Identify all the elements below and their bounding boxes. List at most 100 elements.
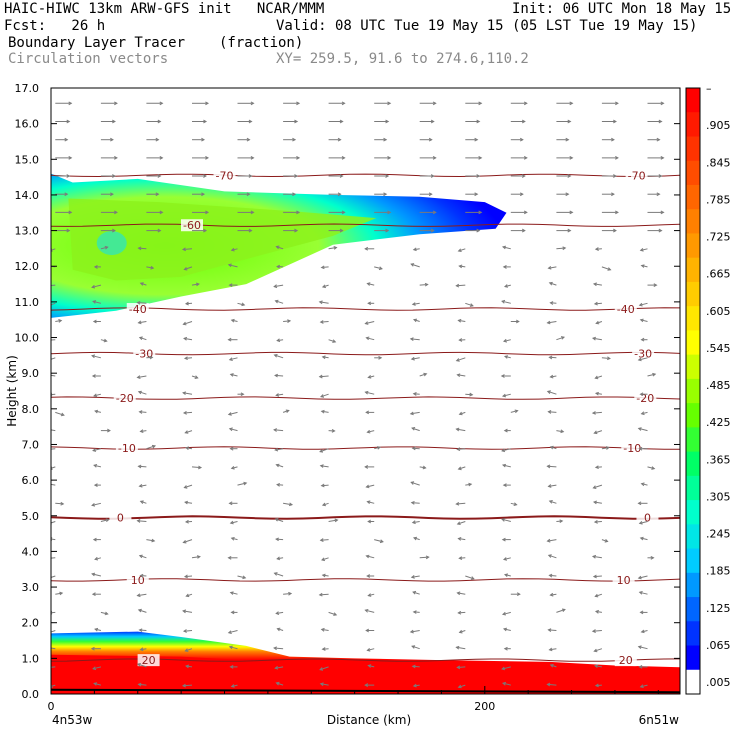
circulation-vector-head xyxy=(640,629,645,634)
circulation-vector xyxy=(601,266,611,271)
colorbar-swatch xyxy=(686,645,700,671)
circulation-vector-head xyxy=(410,356,415,361)
circulation-vector xyxy=(283,502,293,506)
circulation-vector-head xyxy=(331,428,336,433)
colorbar-swatch xyxy=(686,136,700,162)
circulation-vector-head xyxy=(333,612,338,616)
circulation-vector xyxy=(457,521,466,525)
circulation-vector xyxy=(328,339,336,343)
circulation-vector-head xyxy=(592,282,597,287)
circulation-vector-head xyxy=(549,445,554,450)
circulation-vector-head xyxy=(321,284,326,289)
circulation-vector xyxy=(639,591,648,595)
circulation-vector-head xyxy=(501,681,507,686)
circulation-vector xyxy=(276,464,284,468)
circulation-vector-head xyxy=(321,647,326,651)
circulation-vector-head xyxy=(92,300,97,304)
circulation-vector-head xyxy=(157,174,162,178)
isotherm-label-bg xyxy=(632,347,655,360)
circulation-vector xyxy=(91,284,102,288)
circulation-vector xyxy=(185,648,193,652)
circulation-vector-head xyxy=(339,119,344,124)
circulation-vector-head xyxy=(514,409,519,414)
isotherm-label-bg xyxy=(213,169,236,182)
circulation-vector-head xyxy=(411,664,416,669)
colorbar-label: .245 xyxy=(706,528,731,541)
circulation-vector xyxy=(137,302,147,304)
circulation-vector-head xyxy=(548,647,553,652)
circulation-vector-head xyxy=(294,119,299,124)
circulation-vector-head xyxy=(182,410,187,415)
circulation-vector-head xyxy=(521,228,526,233)
colorbar-label: .845 xyxy=(706,156,731,169)
circulation-vector-head xyxy=(658,228,663,233)
circulation-vector-head xyxy=(432,155,437,160)
header-forecast-hour: Fcst: 26 h xyxy=(4,18,106,34)
circulation-vector xyxy=(502,464,511,468)
circulation-vector-head xyxy=(201,192,206,197)
circulation-vector-head xyxy=(66,119,71,124)
circulation-vector xyxy=(51,374,56,377)
circulation-vector xyxy=(51,393,56,396)
circulation-vector xyxy=(276,682,284,686)
circulation-vector-head xyxy=(318,592,323,597)
circulation-vector-head xyxy=(615,101,619,106)
circulation-vector xyxy=(458,684,466,688)
circulation-vector-head xyxy=(182,609,187,614)
circulation-vector-head xyxy=(411,427,416,431)
circulation-vector-head xyxy=(478,210,483,215)
circulation-vector xyxy=(502,393,511,397)
circulation-vector xyxy=(457,448,466,450)
circulation-vector-head xyxy=(318,300,323,305)
circulation-vector-head xyxy=(412,392,417,396)
colorbar-label: .305 xyxy=(706,490,731,503)
circulation-vector xyxy=(503,628,511,631)
circulation-vector xyxy=(319,666,329,671)
circulation-vector-head xyxy=(501,537,506,542)
circulation-vector-head xyxy=(500,374,505,378)
circulation-vector-head xyxy=(637,357,642,362)
circulation-vector-head xyxy=(546,320,551,325)
circulation-vector-head xyxy=(181,683,186,688)
circulation-vector-head xyxy=(288,591,293,596)
circulation-vector xyxy=(91,573,102,577)
circulation-vector xyxy=(647,373,656,377)
circulation-vector xyxy=(276,246,284,250)
circulation-vector-head xyxy=(569,155,574,160)
circulation-vector xyxy=(639,521,648,524)
circulation-vector xyxy=(230,521,238,524)
colorbar-label: .785 xyxy=(706,193,731,206)
circulation-vector-head xyxy=(46,557,49,560)
circulation-vector-head xyxy=(296,101,301,106)
colorbar-swatch xyxy=(686,403,700,428)
circulation-vector-head xyxy=(410,500,415,505)
circulation-vector-head xyxy=(364,465,369,469)
circulation-vector-head xyxy=(246,137,251,142)
circulation-vector xyxy=(548,554,557,559)
colorbar-swatch xyxy=(686,330,700,356)
circulation-vector-head xyxy=(94,409,99,414)
circulation-vector-head xyxy=(593,664,598,668)
circulation-vector xyxy=(55,592,63,595)
circulation-vector-head xyxy=(367,375,372,379)
circulation-vector xyxy=(184,337,193,341)
circulation-vector-head xyxy=(474,137,479,142)
circulation-vector-head xyxy=(155,192,160,197)
circulation-vector-head xyxy=(273,284,278,289)
circulation-vector xyxy=(191,466,202,469)
circulation-vector xyxy=(367,501,375,504)
circulation-vector-head xyxy=(248,228,253,233)
circulation-vector xyxy=(594,430,603,434)
circulation-vector-head xyxy=(182,629,187,633)
circulation-vector xyxy=(456,428,466,432)
circulation-vector-head xyxy=(457,537,462,541)
isotherm-label: -10 xyxy=(623,442,641,455)
circulation-vector-head xyxy=(227,412,232,416)
circulation-vector-head xyxy=(637,575,642,580)
circulation-vector-head xyxy=(523,155,528,160)
circulation-vector-head xyxy=(502,265,507,269)
circulation-vector-head xyxy=(660,155,665,160)
circulation-vector-head xyxy=(339,174,344,178)
circulation-vector-head xyxy=(561,608,566,613)
circulation-vector-head xyxy=(411,520,416,525)
